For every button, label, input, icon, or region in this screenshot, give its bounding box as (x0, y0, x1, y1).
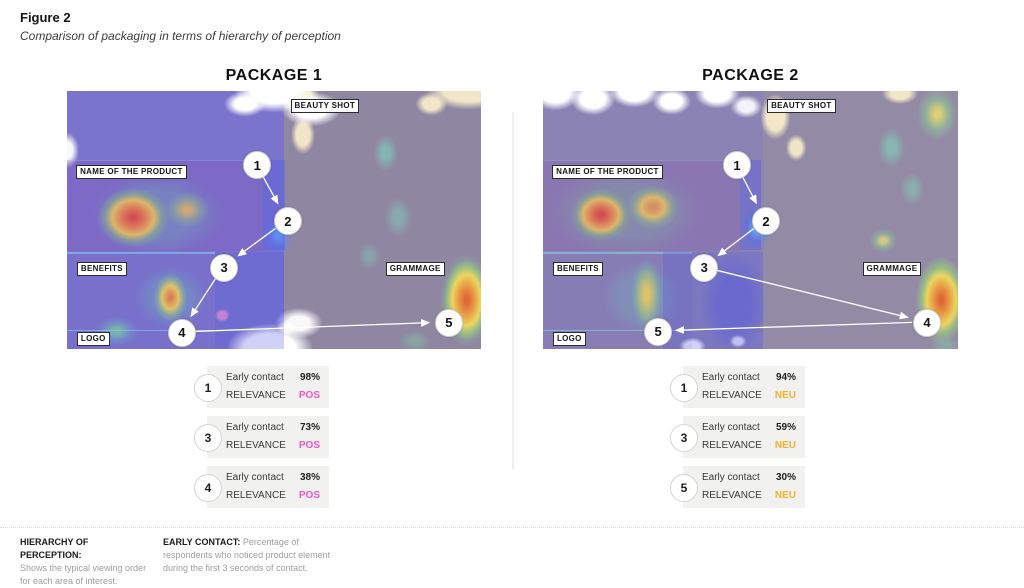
relevance-label: RELEVANCE (226, 490, 286, 501)
early-contact-label: Early contact (226, 472, 284, 483)
stat-row: 3 Early contact 73% RELEVANCE POS (194, 416, 344, 458)
early-contact-value: 38% (299, 472, 320, 483)
legend-early-contact-term: EARLY CONTACT: (163, 537, 241, 547)
viewing-step-5: 5 (434, 308, 463, 337)
package-2-stats: 1 Early contact 94% RELEVANCE NEU 3 Early cont… (670, 366, 820, 516)
relevance-value: NEU (774, 490, 796, 501)
relevance-label: RELEVANCE (226, 390, 286, 401)
package-2-section: PACKAGE 2 BEAUTY SHOT NAME OF THE PRODUC… (543, 64, 958, 508)
stat-box: Early contact 73% RELEVANCE POS (207, 416, 329, 458)
grammage-label: GRAMMAGE (862, 261, 922, 276)
early-contact-label: Early contact (702, 422, 760, 433)
early-contact-label: Early contact (226, 372, 284, 383)
stat-row: 1 Early contact 98% RELEVANCE POS (194, 366, 344, 408)
viewing-step-5: 5 (644, 317, 673, 346)
legend-early-contact-desc: Percentage of respondents who noticed pr… (163, 537, 331, 573)
early-contact-value: 94% (775, 372, 796, 383)
figure-subtitle: Comparison of packaging in terms of hier… (20, 29, 341, 43)
package-1-section: PACKAGE 1 BEAUTY SHOT NAME OF THE PRODUC… (67, 64, 481, 508)
viewing-step-1: 1 (722, 151, 751, 179)
viewing-step-2: 2 (752, 207, 781, 235)
viewing-step-4: 4 (913, 308, 942, 337)
relevance-label: RELEVANCE (702, 440, 762, 451)
early-contact-label: Early contact (702, 472, 760, 483)
stat-box: Early contact 30% RELEVANCE NEU (683, 466, 805, 508)
relevance-label: RELEVANCE (702, 390, 762, 401)
logo-label: LOGO (552, 332, 586, 347)
stat-row: 5 Early contact 30% RELEVANCE NEU (670, 466, 820, 508)
viewing-step-1: 1 (243, 151, 272, 179)
section-divider (512, 112, 514, 470)
stat-row: 3 Early contact 59% RELEVANCE NEU (670, 416, 820, 458)
figure-label: Figure 2 (20, 10, 71, 25)
beauty-shot-label: BEAUTY SHOT (290, 98, 360, 113)
package-2-title: PACKAGE 2 (702, 67, 799, 84)
package-1-title: PACKAGE 1 (225, 67, 323, 84)
benefits-label: BENEFITS (76, 261, 127, 276)
stat-step-number: 4 (194, 474, 222, 502)
stat-step-number: 3 (194, 424, 222, 452)
relevance-value: NEU (774, 440, 796, 451)
early-contact-label: Early contact (226, 422, 284, 433)
legend-hierarchy-desc: Shows the typical viewing order for each… (20, 563, 147, 586)
legend-early-contact: EARLY CONTACT: Percentage of respondents… (163, 536, 348, 575)
logo-label: LOGO (76, 332, 110, 347)
viewing-order-arrows (674, 176, 913, 334)
legend-hierarchy-term: HIERARCHY OF PERCEPTION: (20, 537, 89, 560)
stat-step-number: 1 (670, 374, 698, 402)
viewing-step-3: 3 (690, 253, 719, 282)
stat-box: Early contact 59% RELEVANCE NEU (683, 416, 805, 458)
package-1-heatmap: BEAUTY SHOT NAME OF THE PRODUCT BENEFITS… (67, 91, 481, 349)
package-2-heatmap: BEAUTY SHOT NAME OF THE PRODUCT BENEFITS… (543, 91, 958, 349)
stat-box: Early contact 38% RELEVANCE POS (207, 466, 329, 508)
legend-hierarchy-of-perception: HIERARCHY OF PERCEPTION: Shows the typic… (20, 536, 152, 588)
viewing-order-arrows (190, 175, 431, 333)
grammage-label: GRAMMAGE (385, 261, 445, 276)
footer-divider (0, 527, 1024, 528)
name-of-product-label: NAME OF THE PRODUCT (552, 164, 663, 179)
relevance-value: NEU (774, 390, 796, 401)
early-contact-value: 98% (299, 372, 320, 383)
early-contact-value: 59% (775, 422, 796, 433)
benefits-label: BENEFITS (552, 261, 603, 276)
name-of-product-label: NAME OF THE PRODUCT (76, 164, 187, 179)
stat-step-number: 3 (670, 424, 698, 452)
viewing-step-2: 2 (273, 207, 302, 235)
relevance-value: POS (298, 390, 320, 401)
viewing-step-3: 3 (210, 253, 239, 282)
beauty-shot-label: BEAUTY SHOT (767, 98, 836, 113)
viewing-step-4: 4 (167, 318, 196, 347)
stat-box: Early contact 94% RELEVANCE NEU (683, 366, 805, 408)
relevance-label: RELEVANCE (702, 490, 762, 501)
early-contact-value: 73% (299, 422, 320, 433)
stat-row: 4 Early contact 38% RELEVANCE POS (194, 466, 344, 508)
stat-box: Early contact 98% RELEVANCE POS (207, 366, 329, 408)
stat-step-number: 5 (670, 474, 698, 502)
early-contact-label: Early contact (702, 372, 760, 383)
package-1-stats: 1 Early contact 98% RELEVANCE POS 3 Early cont… (194, 366, 344, 516)
relevance-value: POS (298, 440, 320, 451)
relevance-value: POS (298, 490, 320, 501)
stat-step-number: 1 (194, 374, 222, 402)
early-contact-value: 30% (775, 472, 796, 483)
stat-row: 1 Early contact 94% RELEVANCE NEU (670, 366, 820, 408)
relevance-label: RELEVANCE (226, 440, 286, 451)
